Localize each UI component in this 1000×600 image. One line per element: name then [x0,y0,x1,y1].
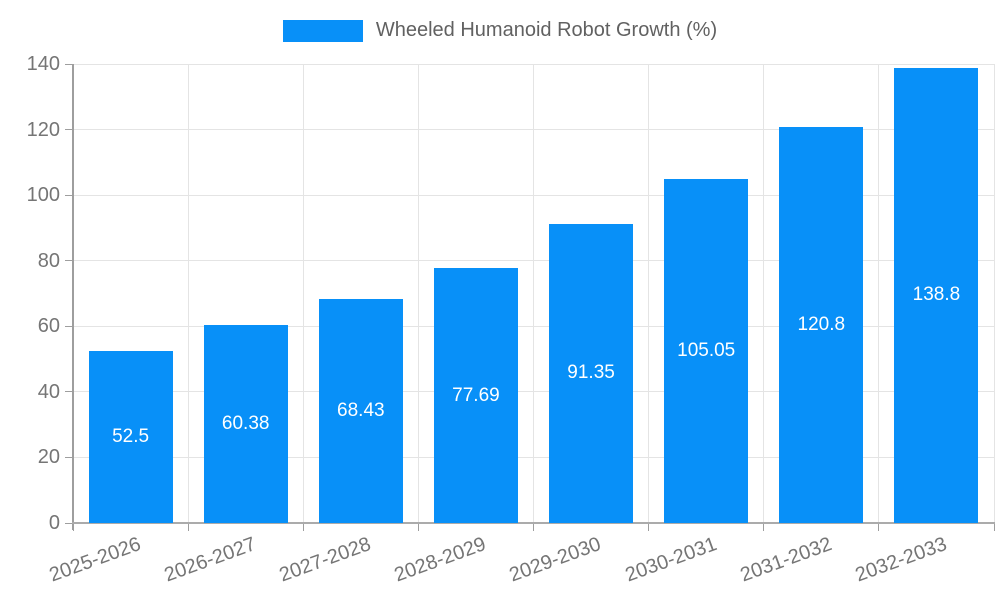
x-gridline [417,64,419,523]
y-axis-tick [65,391,73,393]
x-gridline [302,64,304,523]
plot-area: 0 20 40 60 80 100 120 140 52.5 60.38 68.43 77.69 91.… [27,54,995,586]
y-tick-label: 140 [26,53,60,75]
x-axis-tick [878,524,880,531]
bar-value-label: 60.38 [221,413,270,435]
bar-value-label: 77.69 [452,384,500,406]
x-axis-tick [993,524,995,531]
x-gridline [187,64,189,523]
bar-value-label: 91.35 [567,362,615,384]
y-axis-line [72,64,74,530]
y-axis-tick [65,456,73,458]
x-axis-line [72,522,995,524]
x-gridline [878,64,880,523]
y-tick-label: 20 [37,446,60,469]
y-axis-tick [65,260,73,262]
x-axis-tick [648,524,650,531]
x-tick-label: 2030-2031 [621,533,720,587]
bar [203,325,288,523]
x-tick-label: 2031-2032 [737,533,835,587]
y-tick-label: 80 [37,249,60,272]
y-tick-label: 120 [26,118,60,141]
x-tick-label: 2026-2027 [161,533,259,587]
x-tick-label: 2027-2028 [276,533,374,587]
bar-value-label: 120.8 [797,313,846,335]
x-axis-tick [533,524,534,531]
bar-value-label: 52.5 [112,425,150,447]
bar [549,223,634,523]
x-tick-label: 2025-2026 [46,533,144,587]
y-axis-tick [65,194,73,196]
x-axis-tick [417,524,419,531]
legend-swatch [282,19,363,42]
y-tick-label: 40 [37,380,60,403]
y-axis-tick [65,325,73,327]
y-axis-tick [65,63,73,65]
bar [779,126,864,523]
bar-value-label: 105.05 [677,339,736,361]
bar-value-label: 68.43 [337,399,385,421]
x-tick-label: 2029-2030 [506,533,605,587]
bar-value-label: 138.8 [912,284,961,306]
y-tick-label: 60 [37,315,60,338]
x-gridline [993,64,995,523]
bar [88,350,173,523]
x-axis-tick [302,524,304,531]
bar [894,67,979,523]
x-axis-tick [763,524,765,531]
x-axis-tick [187,524,189,531]
x-gridline [648,64,650,523]
bar [433,268,518,523]
x-gridline [533,64,534,523]
x-gridline [763,64,765,523]
x-tick-label: 2028-2029 [391,533,490,587]
y-axis-tick [65,129,73,131]
x-tick-label: 2032-2033 [852,533,950,587]
y-axis-tick [65,522,73,524]
legend-label: Wheeled Humanoid Robot Growth (%) [375,19,718,41]
y-tick-label: 100 [26,184,60,207]
y-tick-label: 0 [48,512,60,534]
bar [318,298,403,523]
chart-legend[interactable]: Wheeled Humanoid Robot Growth (%) [0,19,1000,42]
bar [664,178,749,523]
